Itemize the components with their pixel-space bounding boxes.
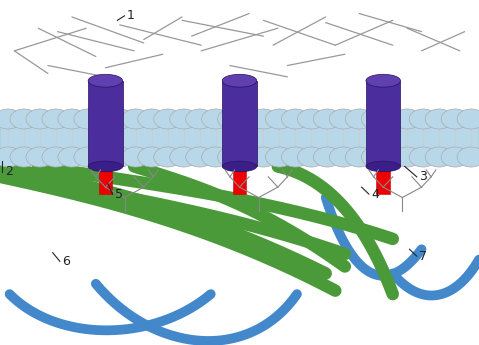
Circle shape <box>202 109 229 129</box>
Circle shape <box>425 109 453 129</box>
Bar <box>376 163 390 194</box>
Circle shape <box>377 147 405 167</box>
Circle shape <box>345 109 373 129</box>
Circle shape <box>425 147 453 167</box>
Ellipse shape <box>88 74 123 87</box>
Ellipse shape <box>222 74 257 87</box>
Circle shape <box>154 109 182 129</box>
Circle shape <box>282 147 309 167</box>
Circle shape <box>186 147 214 167</box>
Circle shape <box>26 109 54 129</box>
Circle shape <box>42 147 70 167</box>
Circle shape <box>170 147 197 167</box>
Circle shape <box>441 109 469 129</box>
Circle shape <box>10 109 38 129</box>
Circle shape <box>313 147 341 167</box>
Circle shape <box>122 147 149 167</box>
Ellipse shape <box>366 74 400 87</box>
Circle shape <box>297 147 325 167</box>
Circle shape <box>265 109 293 129</box>
Circle shape <box>330 147 357 167</box>
Text: 7: 7 <box>419 250 427 263</box>
Circle shape <box>330 109 357 129</box>
Circle shape <box>409 109 437 129</box>
Ellipse shape <box>88 161 123 172</box>
Circle shape <box>74 109 102 129</box>
Circle shape <box>106 147 134 167</box>
Text: 6: 6 <box>62 255 70 268</box>
Bar <box>222 81 257 167</box>
Ellipse shape <box>366 161 400 172</box>
Circle shape <box>361 147 389 167</box>
Circle shape <box>282 109 309 129</box>
Circle shape <box>42 109 70 129</box>
Ellipse shape <box>222 161 257 172</box>
Circle shape <box>361 109 389 129</box>
Circle shape <box>106 109 134 129</box>
Circle shape <box>377 109 405 129</box>
Bar <box>0 113 479 163</box>
Text: 1: 1 <box>127 9 135 22</box>
Circle shape <box>138 147 166 167</box>
Circle shape <box>0 109 22 129</box>
Circle shape <box>90 147 118 167</box>
Bar <box>88 81 123 167</box>
Bar <box>233 163 246 194</box>
Text: 2: 2 <box>5 165 12 178</box>
Circle shape <box>90 109 118 129</box>
Circle shape <box>297 109 325 129</box>
Circle shape <box>250 109 277 129</box>
Circle shape <box>58 109 86 129</box>
Circle shape <box>234 109 262 129</box>
Circle shape <box>202 147 229 167</box>
Circle shape <box>58 147 86 167</box>
Circle shape <box>122 109 149 129</box>
Circle shape <box>74 147 102 167</box>
Circle shape <box>234 147 262 167</box>
Circle shape <box>313 109 341 129</box>
Bar <box>99 163 112 194</box>
Circle shape <box>10 147 38 167</box>
Circle shape <box>26 147 54 167</box>
Circle shape <box>250 147 277 167</box>
Circle shape <box>441 147 469 167</box>
Circle shape <box>0 147 22 167</box>
Circle shape <box>154 147 182 167</box>
Circle shape <box>217 147 245 167</box>
Bar <box>366 81 400 167</box>
Circle shape <box>409 147 437 167</box>
Circle shape <box>457 147 479 167</box>
Circle shape <box>393 109 421 129</box>
Circle shape <box>393 147 421 167</box>
Circle shape <box>186 109 214 129</box>
Circle shape <box>457 109 479 129</box>
Text: 5: 5 <box>115 188 123 200</box>
Circle shape <box>170 109 197 129</box>
Circle shape <box>217 109 245 129</box>
Circle shape <box>265 147 293 167</box>
Text: 4: 4 <box>371 188 379 200</box>
Text: 3: 3 <box>419 170 427 183</box>
Circle shape <box>138 109 166 129</box>
Circle shape <box>345 147 373 167</box>
